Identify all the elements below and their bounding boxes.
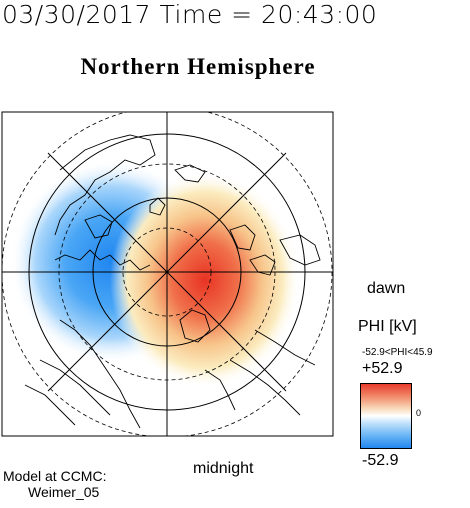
dawn-label: dawn xyxy=(367,280,406,297)
legend-max-label: +52.9 xyxy=(362,360,403,377)
coastline-overlay xyxy=(24,134,321,429)
credit-model: Model at CCMC: xyxy=(3,468,107,484)
credit-model-name: Weimer_05 xyxy=(28,484,100,500)
legend-range: -52.9<PHI<45.9 xyxy=(362,347,433,358)
positive-potential-cell xyxy=(110,172,300,388)
page-title: Northern Hemisphere xyxy=(80,54,316,79)
timestamp: 03/30/2017 Time = 20:43:00 xyxy=(2,0,378,29)
colorbar xyxy=(360,383,412,449)
midnight-label: midnight xyxy=(193,460,254,477)
legend-min-label: -52.9 xyxy=(362,452,399,469)
polar-map xyxy=(1,111,334,437)
legend-zero-label: 0 xyxy=(416,408,422,418)
meridian-lines xyxy=(2,112,333,436)
legend-title: PHI [kV] xyxy=(358,318,417,335)
